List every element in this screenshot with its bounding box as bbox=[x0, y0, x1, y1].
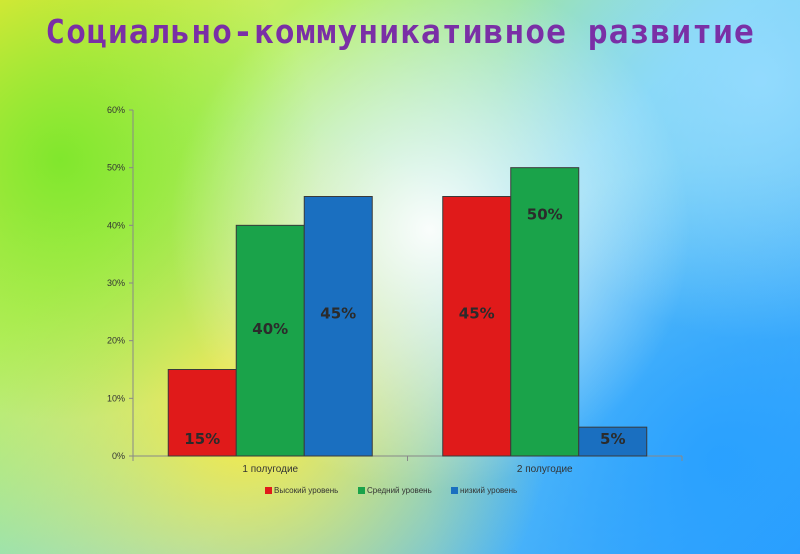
y-tick-label: 20% bbox=[107, 336, 125, 346]
data-label: 45% bbox=[459, 304, 495, 322]
data-label: 45% bbox=[320, 304, 356, 322]
x-category-label: 1 полугодие bbox=[242, 464, 298, 475]
data-label: 50% bbox=[527, 206, 563, 224]
bar bbox=[442, 196, 512, 457]
y-tick-label: 10% bbox=[107, 393, 125, 403]
bar bbox=[578, 426, 648, 457]
data-label: 15% bbox=[184, 430, 220, 448]
legend-label: Средний уровень bbox=[367, 486, 432, 495]
y-tick-label: 0% bbox=[112, 451, 125, 461]
legend-label: низкий уровень bbox=[460, 486, 517, 495]
y-tick-label: 60% bbox=[107, 105, 125, 115]
legend-swatch bbox=[451, 487, 458, 494]
legend-swatch bbox=[358, 487, 365, 494]
bar bbox=[510, 167, 580, 457]
data-label: 5% bbox=[600, 430, 625, 448]
chart-legend: Высокий уровень Средний уровень низкий уро… bbox=[265, 486, 517, 495]
y-tick-label: 40% bbox=[107, 220, 125, 230]
y-tick-label: 50% bbox=[107, 163, 125, 173]
page-title: Социально-коммуникативное развитие bbox=[45, 12, 755, 51]
y-tick-label: 30% bbox=[107, 278, 125, 288]
bar bbox=[303, 196, 373, 457]
legend-swatch bbox=[265, 487, 272, 494]
bar bbox=[235, 224, 305, 457]
x-category-label: 2 полугодие bbox=[517, 464, 573, 475]
legend-label: Высокий уровень bbox=[274, 486, 338, 495]
chart-data-labels: 15% 40% 45% 45% 50% 5% bbox=[184, 206, 625, 448]
bar bbox=[167, 369, 237, 457]
data-label: 40% bbox=[252, 320, 288, 338]
chart-bars bbox=[167, 167, 648, 457]
